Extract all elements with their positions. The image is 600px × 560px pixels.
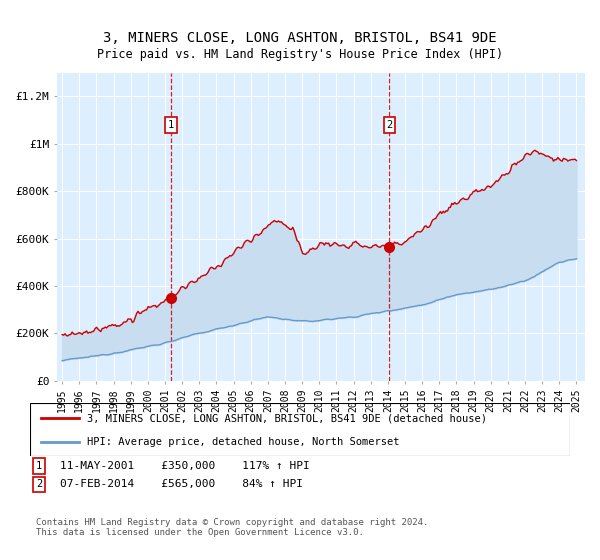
Text: Price paid vs. HM Land Registry's House Price Index (HPI): Price paid vs. HM Land Registry's House …: [97, 48, 503, 60]
Text: 1: 1: [168, 120, 174, 130]
Text: Contains HM Land Registry data © Crown copyright and database right 2024.
This d: Contains HM Land Registry data © Crown c…: [36, 518, 428, 538]
Text: 3, MINERS CLOSE, LONG ASHTON, BRISTOL, BS41 9DE (detached house): 3, MINERS CLOSE, LONG ASHTON, BRISTOL, B…: [86, 413, 487, 423]
Text: 11-MAY-2001    £350,000    117% ↑ HPI: 11-MAY-2001 £350,000 117% ↑ HPI: [60, 461, 310, 471]
Text: 2: 2: [386, 120, 392, 130]
Text: 1: 1: [36, 461, 42, 471]
Text: 2: 2: [36, 479, 42, 489]
Text: 3, MINERS CLOSE, LONG ASHTON, BRISTOL, BS41 9DE: 3, MINERS CLOSE, LONG ASHTON, BRISTOL, B…: [103, 31, 497, 45]
Text: 07-FEB-2014    £565,000    84% ↑ HPI: 07-FEB-2014 £565,000 84% ↑ HPI: [60, 479, 303, 489]
Text: HPI: Average price, detached house, North Somerset: HPI: Average price, detached house, Nort…: [86, 436, 399, 446]
